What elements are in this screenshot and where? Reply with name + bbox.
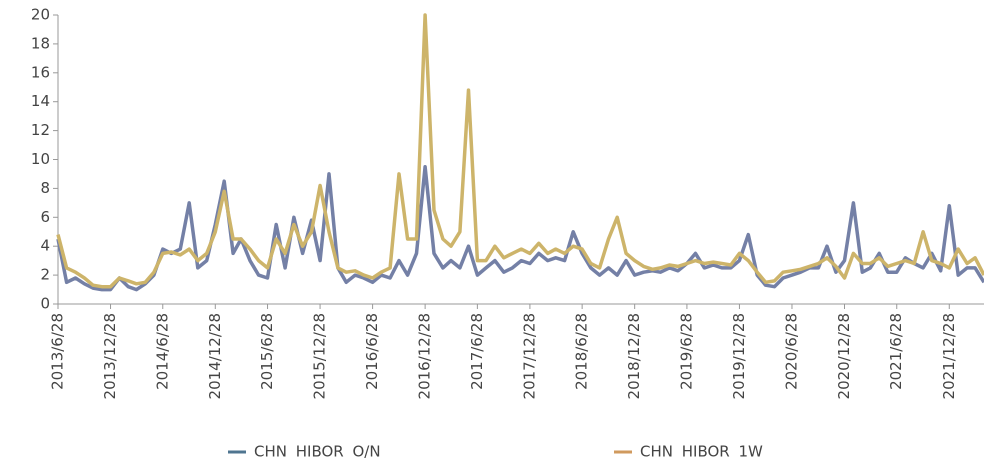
x-tick-label: 2015/12/28: [311, 313, 329, 399]
y-tick-label: 20: [31, 6, 50, 24]
x-tick-label: 2019/6/28: [677, 313, 695, 390]
x-tick-label: 2014/6/28: [153, 313, 171, 390]
x-tick-label: 2016/6/28: [363, 313, 381, 390]
x-tick-label: 2020/12/28: [835, 313, 853, 399]
x-tick-label: 2021/12/28: [940, 313, 958, 399]
x-tick-label: 2013/12/28: [101, 313, 119, 399]
y-tick-label: 12: [31, 121, 50, 139]
series-line: [56, 164, 984, 292]
legend-label: CHN HIBOR O/N: [254, 443, 381, 461]
y-tick-label: 6: [40, 208, 50, 226]
x-tick-label: 2020/6/28: [782, 313, 800, 390]
x-tick-label: 2018/12/28: [625, 313, 643, 399]
y-tick-label: 4: [40, 237, 50, 255]
y-tick-label: 18: [31, 34, 50, 52]
x-tick-label: 2018/6/28: [573, 313, 591, 390]
x-tick-label: 2017/12/28: [520, 313, 538, 399]
x-tick-label: 2014/12/28: [206, 313, 224, 399]
x-tick-label: 2013/6/28: [49, 313, 67, 390]
y-tick-label: 10: [31, 150, 50, 168]
x-tick-label: 2016/12/28: [416, 313, 434, 399]
y-tick-label: 8: [40, 179, 50, 197]
y-tick-label: 2: [40, 266, 50, 284]
x-tick-label: 2021/6/28: [887, 313, 905, 390]
x-tick-label: 2017/6/28: [468, 313, 486, 390]
y-tick-label: 0: [40, 295, 50, 313]
y-tick-label: 14: [31, 92, 50, 110]
y-tick-label: 16: [31, 63, 50, 81]
series-line: [56, 13, 984, 289]
x-tick-label: 2015/6/28: [258, 313, 276, 390]
legend-label: CHN HIBOR 1W: [640, 443, 763, 461]
x-tick-label: 2019/12/28: [730, 313, 748, 399]
